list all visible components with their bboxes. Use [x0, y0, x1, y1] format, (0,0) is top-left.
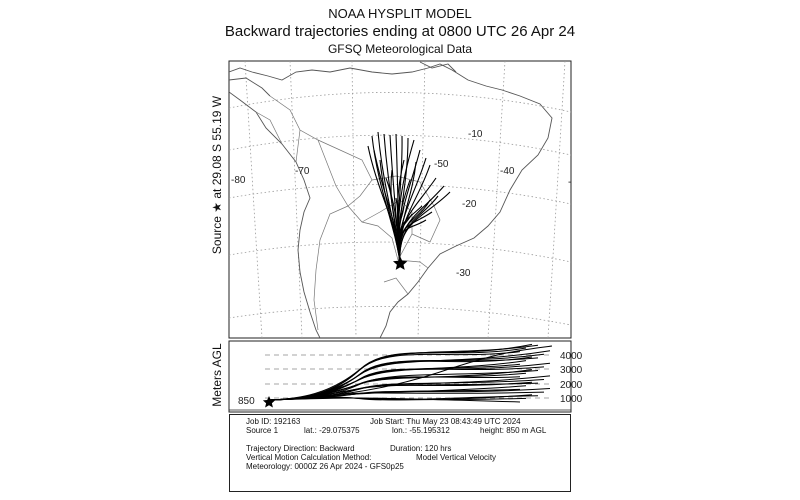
lat-label-20: -20 — [462, 199, 477, 210]
trajectory-duration: Duration: 120 hrs — [390, 444, 452, 453]
vertical-profile-path — [269, 344, 539, 401]
parallel-40 — [229, 306, 571, 326]
lon-label-70: -70 — [295, 166, 310, 177]
border-peru — [295, 129, 301, 163]
job-info-box: Job ID: 192163 Job Start: Thu May 23 08:… — [229, 414, 571, 492]
lat-label-30: -30 — [456, 268, 471, 279]
trajectories — [367, 131, 451, 263]
level-label-3000: 3000 — [560, 365, 583, 376]
border-uruguay — [383, 277, 409, 295]
vertical-method-value: Model Vertical Velocity — [416, 453, 497, 462]
border-brazil-west — [269, 95, 373, 207]
vertical-profiles — [269, 343, 553, 403]
source-number: Source 1 — [246, 426, 279, 435]
source-height: height: 850 m AGL — [480, 426, 547, 435]
trajectory-direction: Trajectory Direction: Backward — [246, 444, 355, 453]
level-label-4000: 4000 — [560, 351, 583, 362]
lat-label-10: -10 — [468, 129, 483, 140]
source-lon: lon.: -55.195312 — [392, 426, 450, 435]
job-start: Job Start: Thu May 23 08:43:49 UTC 2024 — [370, 417, 521, 426]
trajectory-title: Backward trajectories ending at 0800 UTC… — [224, 23, 576, 40]
level-label-1000: 1000 — [560, 394, 583, 405]
data-title: GFSQ Meteorological Data — [327, 42, 473, 56]
meteorology: Meteorology: 0000Z 26 Apr 2024 - GFS0p25 — [246, 462, 404, 471]
border-ecuador — [255, 111, 283, 145]
source-star-icon — [393, 256, 408, 270]
lon-label-30: -30 — [568, 177, 583, 188]
start-height-label: 850 — [238, 396, 255, 407]
vertical-profile-path — [269, 345, 553, 401]
border-chile-argentina — [313, 205, 349, 331]
parallel-30 — [229, 241, 571, 263]
lon-label-40: -40 — [500, 166, 515, 177]
map-area: -10 -20 -30 -80 -70 -50 -40 -30 — [229, 61, 583, 338]
border-paraguay — [361, 199, 413, 261]
caribbean-coast — [229, 77, 271, 97]
vertical-method-label: Vertical Motion Calculation Method: — [246, 453, 372, 462]
lon-label-80: -80 — [231, 175, 246, 186]
level-label-2000: 2000 — [560, 380, 583, 391]
graticule — [229, 61, 571, 338]
border-uruguay-north — [397, 259, 429, 269]
model-title: NOAA HYSPLIT MODEL — [328, 6, 472, 21]
vertical-source-star-icon — [262, 396, 276, 408]
title-block: NOAA HYSPLIT MODEL Backward trajectories… — [0, 6, 800, 57]
trajectory-path — [390, 169, 401, 263]
pacific-coast — [229, 91, 321, 338]
job-id: Job ID: 192163 — [246, 417, 301, 426]
trajectory-path — [398, 179, 411, 263]
parallel-20 — [229, 183, 571, 205]
north-coast — [419, 61, 457, 73]
source-lat: lat.: -29.075375 — [304, 426, 360, 435]
lon-label-50: -50 — [434, 159, 449, 170]
